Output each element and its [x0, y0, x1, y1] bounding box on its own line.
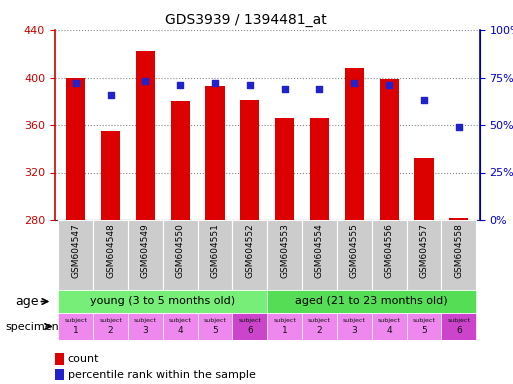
Bar: [441, 313, 476, 340]
Point: [420, 97, 428, 103]
Text: GSM604550: GSM604550: [176, 223, 185, 278]
Text: GSM604552: GSM604552: [245, 223, 254, 278]
Text: subject: subject: [447, 318, 470, 323]
Bar: [198, 220, 232, 290]
Text: GSM604554: GSM604554: [315, 223, 324, 278]
Bar: [406, 220, 441, 290]
Bar: [240, 100, 260, 220]
Text: GSM604547: GSM604547: [71, 223, 80, 278]
Text: 3: 3: [143, 326, 148, 334]
Bar: [441, 220, 476, 290]
Point: [281, 86, 289, 92]
Bar: [206, 86, 225, 220]
Bar: [372, 220, 406, 290]
Point: [315, 86, 324, 92]
Bar: [128, 313, 163, 340]
Text: young (3 to 5 months old): young (3 to 5 months old): [90, 296, 235, 306]
Text: subject: subject: [343, 318, 366, 323]
Bar: [372, 313, 406, 340]
Point: [455, 124, 463, 130]
Text: GSM604553: GSM604553: [280, 223, 289, 278]
Point: [72, 80, 80, 86]
Text: GSM604557: GSM604557: [420, 223, 428, 278]
Text: GSM604549: GSM604549: [141, 223, 150, 278]
Text: 4: 4: [177, 326, 183, 334]
Bar: [58, 290, 267, 313]
Text: count: count: [68, 354, 99, 364]
Point: [246, 82, 254, 88]
Bar: [302, 220, 337, 290]
Text: subject: subject: [308, 318, 331, 323]
Text: 2: 2: [317, 326, 322, 334]
Text: subject: subject: [412, 318, 436, 323]
Text: 3: 3: [351, 326, 357, 334]
Point: [176, 82, 184, 88]
Text: aged (21 to 23 months old): aged (21 to 23 months old): [295, 296, 448, 306]
Text: 5: 5: [421, 326, 427, 334]
Point: [211, 80, 219, 86]
Bar: [406, 313, 441, 340]
Text: specimen: specimen: [5, 321, 59, 331]
Bar: [345, 68, 364, 220]
Text: GSM604558: GSM604558: [455, 223, 463, 278]
Bar: [171, 101, 190, 220]
Text: 1: 1: [282, 326, 288, 334]
Bar: [275, 118, 294, 220]
Bar: [302, 313, 337, 340]
Bar: [380, 79, 399, 220]
Text: GSM604556: GSM604556: [385, 223, 393, 278]
Text: subject: subject: [64, 318, 87, 323]
Text: 6: 6: [456, 326, 462, 334]
Point: [107, 91, 115, 98]
Bar: [55, 353, 64, 365]
Bar: [93, 220, 128, 290]
Text: subject: subject: [239, 318, 261, 323]
Text: subject: subject: [134, 318, 157, 323]
Text: 4: 4: [386, 326, 392, 334]
Bar: [163, 313, 198, 340]
Bar: [58, 313, 93, 340]
Bar: [101, 131, 120, 220]
Text: subject: subject: [204, 318, 226, 323]
Text: 6: 6: [247, 326, 253, 334]
Point: [141, 78, 149, 84]
Bar: [55, 369, 64, 380]
Bar: [310, 118, 329, 220]
Bar: [337, 313, 372, 340]
Text: GDS3939 / 1394481_at: GDS3939 / 1394481_at: [165, 13, 327, 27]
Bar: [232, 313, 267, 340]
Bar: [198, 313, 232, 340]
Text: 1: 1: [73, 326, 78, 334]
Bar: [163, 220, 198, 290]
Text: percentile rank within the sample: percentile rank within the sample: [68, 369, 255, 379]
Bar: [449, 218, 468, 220]
Bar: [136, 51, 155, 220]
Text: GSM604548: GSM604548: [106, 223, 115, 278]
Bar: [267, 220, 302, 290]
Text: subject: subject: [273, 318, 296, 323]
Bar: [66, 78, 85, 220]
Bar: [337, 220, 372, 290]
Text: 5: 5: [212, 326, 218, 334]
Text: subject: subject: [378, 318, 401, 323]
Bar: [415, 158, 433, 220]
Text: 2: 2: [108, 326, 113, 334]
Bar: [267, 313, 302, 340]
Text: age: age: [15, 295, 39, 308]
Bar: [232, 220, 267, 290]
Bar: [93, 313, 128, 340]
Text: subject: subject: [99, 318, 122, 323]
Bar: [58, 220, 93, 290]
Point: [385, 82, 393, 88]
Point: [350, 80, 359, 86]
Text: GSM604555: GSM604555: [350, 223, 359, 278]
Text: GSM604551: GSM604551: [210, 223, 220, 278]
Bar: [267, 290, 476, 313]
Text: subject: subject: [169, 318, 192, 323]
Bar: [128, 220, 163, 290]
